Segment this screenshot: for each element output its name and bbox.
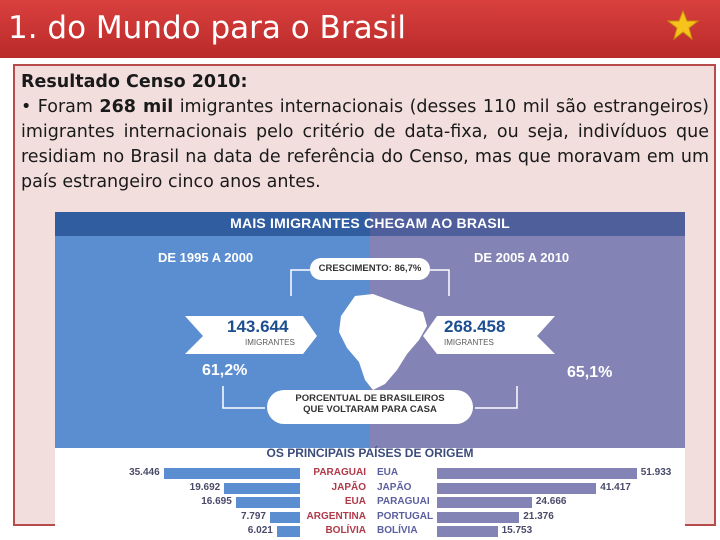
country-right-0: EUA <box>377 467 399 478</box>
bar-right-0 <box>437 468 637 479</box>
pct-label-2: QUE VOLTARAM PARA CASA <box>303 404 437 415</box>
left-period: DE 1995 A 2000 <box>158 250 254 265</box>
connector-lines <box>185 269 555 409</box>
bar-left-0 <box>163 468 300 479</box>
bar-left-3 <box>270 511 300 523</box>
value-right-2: 24.666 <box>535 496 567 507</box>
bullet-after: imigrantes internacionais (desses 110 mi… <box>21 97 710 192</box>
value-left-3: 7.797 <box>240 510 266 522</box>
left-number: 143.644 <box>227 317 289 336</box>
bar-left-4 <box>276 526 300 537</box>
bar-right-1 <box>437 482 597 494</box>
text-heading: Resultado Censo 2010: <box>21 72 248 92</box>
brazil-map <box>339 294 427 390</box>
country-right-3: PORTUGAL <box>377 510 434 522</box>
country-right-4: BOLÍVIA <box>377 525 418 536</box>
pct-label-1: PORCENTUAL DE BRASILEIROS <box>295 393 445 404</box>
right-pct: 65,1% <box>567 364 613 381</box>
value-left-0: 35.446 <box>129 467 160 478</box>
bar-left-2 <box>235 497 300 508</box>
star-icon <box>667 9 699 41</box>
countries-title: OS PRINCIPAIS PAÍSES DE ORIGEM <box>266 446 474 460</box>
bar-right-4 <box>437 526 498 537</box>
bullet-before: • Foram <box>21 97 100 117</box>
bar-right-3 <box>437 511 520 523</box>
countries-area <box>55 448 685 540</box>
value-right-3: 21.376 <box>523 510 554 522</box>
value-right-0: 51.933 <box>640 467 672 478</box>
value-right-4: 15.753 <box>501 525 533 536</box>
right-period: DE 2005 A 2010 <box>474 250 570 265</box>
slide-title: 1. do Mundo para o Brasil <box>8 10 406 46</box>
value-right-1: 41.417 <box>600 481 631 493</box>
ig-header-right <box>370 212 685 236</box>
infographic: MAIS IMIGRANTES CHEGAM AO BRASIL DE 1995… <box>55 212 685 540</box>
bullet-bold: 268 mil <box>99 97 174 117</box>
country-left-4: BOLÍVIA <box>325 525 366 536</box>
left-pct: 61,2% <box>202 362 248 379</box>
left-number-unit: IMIGRANTES <box>245 338 295 347</box>
value-left-2: 16.695 <box>201 496 232 507</box>
bar-right-2 <box>437 497 532 508</box>
slide-text: Resultado Censo 2010: • Foram 268 mil im… <box>21 70 709 195</box>
value-left-1: 19.692 <box>189 481 221 493</box>
country-right-1: JAPÃO <box>377 481 412 493</box>
value-left-4: 6.021 <box>247 525 273 536</box>
pct-pill: PORCENTUAL DE BRASILEIROS QUE VOLTARAM P… <box>267 390 473 424</box>
bullet-paragraph: • Foram 268 mil imigrantes internacionai… <box>21 95 709 195</box>
ig-header-left <box>55 212 370 236</box>
country-left-0: PARAGUAI <box>313 467 366 478</box>
right-number: 268.458 <box>444 317 506 336</box>
growth-pill: CRESCIMENTO: 86,7% <box>310 258 430 280</box>
country-left-2: EUA <box>344 496 366 507</box>
country-left-3: ARGENTINA <box>306 510 366 522</box>
country-right-2: PARAGUAI <box>377 496 430 507</box>
bar-left-1 <box>224 482 300 494</box>
country-left-1: JAPÃO <box>331 481 366 493</box>
ig-heading: MAIS IMIGRANTES CHEGAM AO BRASIL <box>230 215 510 231</box>
title-bar: 1. do Mundo para o Brasil <box>0 0 720 58</box>
right-number-unit: IMIGRANTES <box>444 338 494 347</box>
